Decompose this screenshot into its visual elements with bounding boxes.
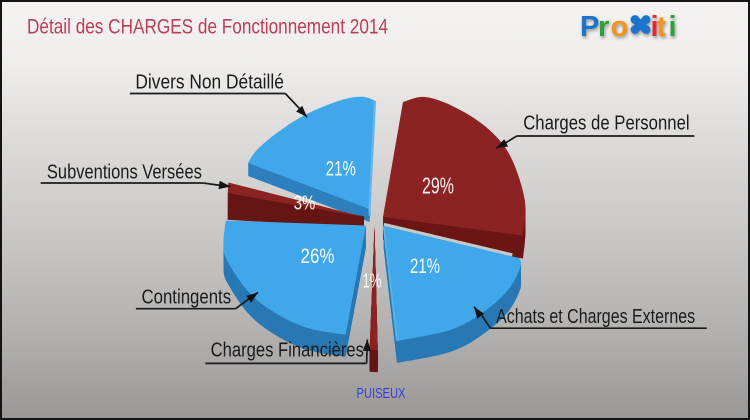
svg-text:1%: 1%	[363, 270, 382, 292]
svg-text:26%: 26%	[301, 245, 335, 268]
svg-text:Subventions Versées: Subventions Versées	[47, 162, 202, 184]
svg-text:i: i	[651, 11, 659, 43]
svg-text:t: t	[657, 11, 667, 43]
svg-text:P: P	[580, 11, 599, 43]
svg-text:3%: 3%	[294, 193, 316, 215]
svg-text:Contingents: Contingents	[142, 287, 232, 309]
svg-text:Détail des CHARGES de Fonction: Détail des CHARGES de Fonctionnement 201…	[27, 15, 388, 39]
svg-text:Charges Financières: Charges Financières	[211, 340, 364, 362]
svg-text:Charges de Personnel: Charges de Personnel	[523, 113, 689, 135]
svg-text:o: o	[611, 11, 629, 43]
svg-text:21%: 21%	[410, 255, 440, 278]
svg-text:21%: 21%	[326, 158, 356, 181]
svg-text:29%: 29%	[422, 172, 454, 198]
svg-text:i: i	[669, 11, 677, 43]
svg-text:Achats et Charges Externes: Achats et Charges Externes	[496, 306, 695, 328]
svg-text:PUISEUX: PUISEUX	[357, 385, 406, 402]
svg-text:Divers Non Détaillé: Divers Non Détaillé	[135, 72, 284, 94]
svg-text:r: r	[598, 11, 609, 43]
